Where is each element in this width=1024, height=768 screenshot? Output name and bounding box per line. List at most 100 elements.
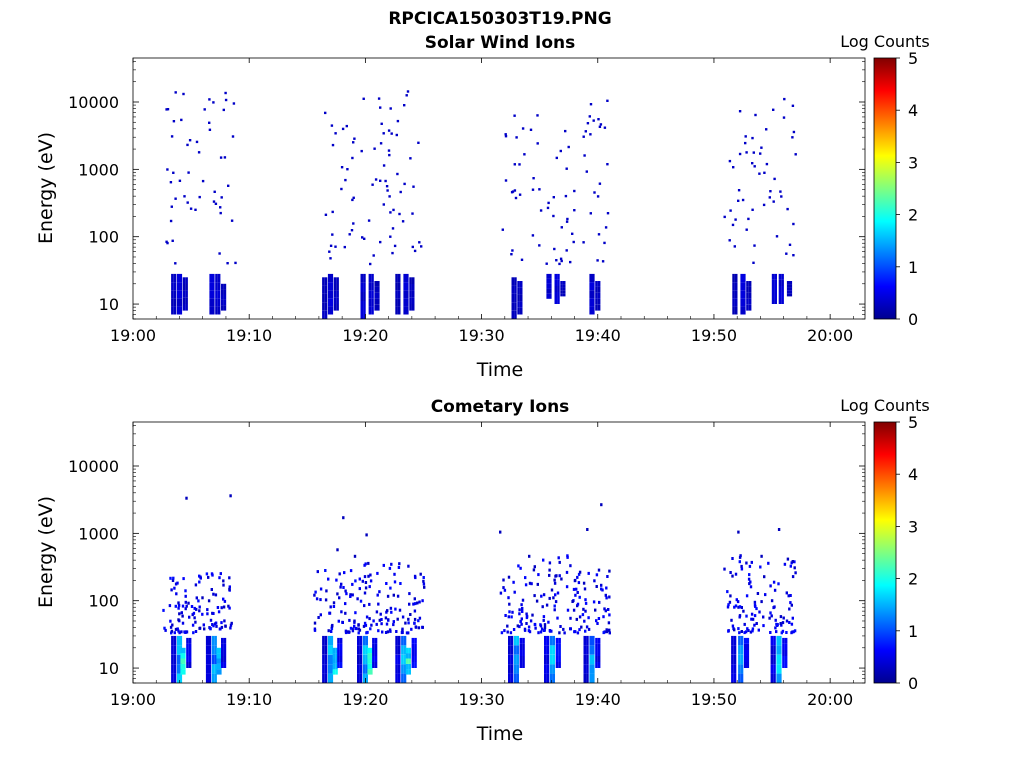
heatmap-cell [401,645,404,655]
heatmap-cell [216,669,219,675]
heatmap-pixel [558,574,561,578]
heatmap-pixel [560,226,563,229]
heatmap-pixel [767,561,770,565]
heatmap-cell [746,644,750,650]
heatmap-cell [748,286,752,293]
heatmap-pixel [525,622,528,625]
heatmap-pixel [533,594,536,598]
heatmap-cell [544,645,547,655]
heatmap-pixel [170,205,173,208]
heatmap-pixel [791,136,794,139]
heatmap-cell [776,673,779,683]
heatmap-pixel [569,616,572,620]
heatmap-cell [555,650,559,656]
heatmap-pixel [747,217,750,221]
heatmap-pixel [773,588,777,592]
heatmap-pixel [384,616,388,620]
y-axis: 10 100 1000 10000 [68,425,865,684]
heatmap-pixel [192,631,195,635]
heatmap-cell [770,673,774,683]
heatmap-pixel [552,596,555,600]
heatmap-pixel [408,592,411,596]
heatmap-cell [401,664,404,674]
heatmap-cell [185,283,188,291]
heatmap-cell [212,282,215,291]
heatmap-pixel [530,582,533,586]
heatmap-cell [176,290,180,299]
heatmap-pixel [220,621,223,625]
heatmap-pixel [723,567,726,571]
heatmap-pixel [506,630,509,634]
heatmap-pixel [587,571,590,575]
heatmap-pixel [565,167,568,170]
heatmap-cell [395,306,398,315]
heatmap-cell [215,306,218,315]
heatmap-pixel [519,566,522,570]
heatmap-cell [508,664,511,674]
heatmap-pixel [753,600,757,604]
heatmap-cell [363,292,366,301]
colorbar-tick-label: 1 [908,258,918,277]
heatmap-pixel [548,629,552,632]
heatmap-pixel [790,622,794,626]
heatmap-pixel [214,593,218,597]
heatmap-cell [180,658,183,664]
heatmap-pixel [515,136,518,139]
heatmap-pixel [577,572,581,576]
heatmap-pixel [574,578,577,582]
heatmap-pixel [502,578,505,582]
heatmap-cell [363,273,366,283]
heatmap-cell [771,286,775,292]
heatmap-cell [743,637,747,644]
heatmap-pixel [195,140,199,144]
heatmap-pixel [524,583,528,587]
colorbar-tick-label: 5 [908,413,918,432]
heatmap-cell [365,635,368,646]
heatmap-cell [592,635,595,646]
heatmap-pixel [178,612,181,616]
heatmap-pixel [178,179,182,182]
colorbar: 0 1 2 3 4 5 [873,413,918,693]
heatmap-cell [549,635,553,646]
heatmap-cell [511,277,515,286]
heatmap-pixel [756,592,760,595]
heatmap-pixel [759,152,762,155]
heatmap-cell [183,658,186,664]
heatmap-pixel [324,598,328,602]
heatmap-pixel [596,259,599,262]
heatmap-cell [367,658,370,664]
heatmap-pixel [554,600,558,604]
heatmap-pixel [531,188,535,191]
heatmap-pixel [520,603,523,607]
heatmap-pixel [398,212,401,216]
heatmap-pixel [346,630,349,634]
heatmap-cell [405,663,409,670]
heatmap-pixel [747,629,750,632]
heatmap-pixel [601,260,605,263]
heatmap-cell [562,287,566,291]
heatmap-pixel [169,181,173,184]
x-axis-label: Time [476,359,524,381]
heatmap-cell [549,273,552,279]
heatmap-cell [733,645,737,655]
heatmap-cell [597,292,601,299]
heatmap-pixel [517,564,520,568]
heatmap-pixel [518,163,521,166]
heatmap-cell [784,637,788,644]
heatmap-cell [546,664,550,674]
heatmap-pixel [537,573,540,577]
heatmap-cell [173,298,177,307]
heatmap-cell [374,656,378,662]
heatmap-pixel [524,576,527,580]
heatmap-pixel [542,615,546,619]
heatmap-cell [322,645,325,655]
heatmap-cell [183,647,186,654]
heatmap-pixel [759,565,762,569]
heatmap-cell [733,664,737,674]
heatmap-cell [330,290,334,299]
heatmap-cell [592,654,595,665]
heatmap-pixel [782,616,785,620]
heatmap-pixel [220,625,224,629]
heatmap-cell [217,290,221,299]
heatmap-cell [403,664,407,674]
